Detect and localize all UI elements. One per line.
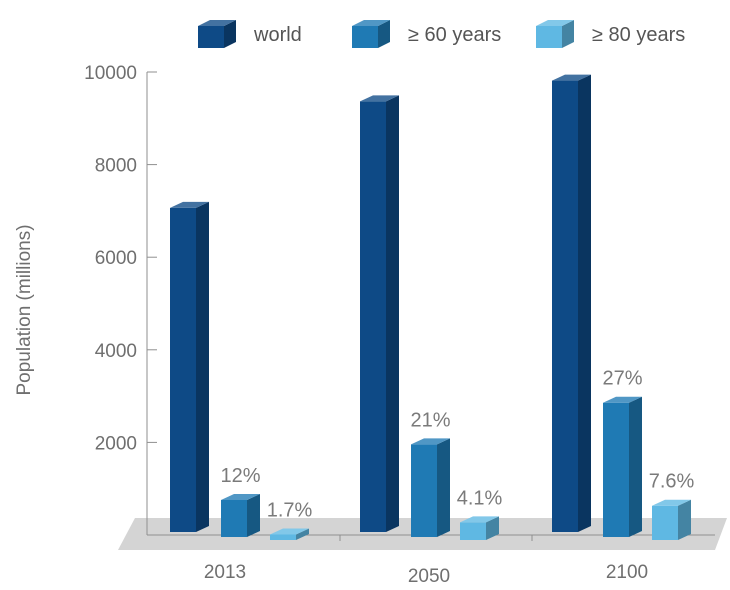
legend-item: ≥ 80 years bbox=[536, 20, 685, 48]
legend-swatch bbox=[536, 20, 574, 48]
y-tick-label: 4000 bbox=[95, 341, 137, 362]
bar-world-2013 bbox=[170, 201, 209, 532]
x-tick-label: 2100 bbox=[606, 562, 648, 583]
y-tick-label: 2000 bbox=[95, 433, 137, 454]
y-tick-label: 6000 bbox=[95, 248, 137, 269]
legend-swatch bbox=[352, 20, 390, 48]
bar-percentage-label: 4.1% bbox=[457, 487, 503, 509]
legend-item: ≥ 60 years bbox=[352, 20, 501, 48]
legend-label: ≥ 60 years bbox=[408, 24, 501, 46]
legend-swatch bbox=[198, 20, 236, 48]
x-ticks: 2013 2050 2100 bbox=[204, 535, 648, 587]
bar--80-years-2100 bbox=[652, 499, 691, 540]
bar--60-years-2100 bbox=[603, 396, 642, 537]
legend-item: world bbox=[198, 20, 302, 48]
y-ticks: 2000 4000 6000 8000 10000 bbox=[84, 63, 157, 454]
legend: world ≥ 60 years ≥ 80 years bbox=[198, 20, 685, 48]
bar--60-years-2050 bbox=[411, 438, 450, 537]
y-tick-label: 10000 bbox=[84, 63, 137, 84]
bar-world-2050 bbox=[360, 95, 399, 532]
bar--80-years-2050 bbox=[460, 516, 499, 540]
legend-label: ≥ 80 years bbox=[592, 24, 685, 46]
bar-labels: 12% 21% 27% 1.7% 4.1% 7.6% bbox=[220, 368, 694, 522]
y-axis-label: Population (millions) bbox=[14, 224, 35, 395]
bars bbox=[170, 74, 691, 540]
bar-percentage-label: 27% bbox=[602, 368, 642, 390]
legend-label: world bbox=[253, 24, 302, 46]
bar-world-2100 bbox=[552, 74, 591, 532]
bar--60-years-2013 bbox=[221, 493, 260, 537]
bar-percentage-label: 12% bbox=[220, 465, 260, 487]
bar--80-years-2013 bbox=[270, 528, 309, 540]
x-tick-label: 2050 bbox=[408, 566, 450, 587]
x-tick-label: 2013 bbox=[204, 562, 246, 583]
bar-percentage-label: 1.7% bbox=[267, 499, 313, 521]
y-tick-label: 8000 bbox=[95, 156, 137, 177]
bar-percentage-label: 7.6% bbox=[649, 471, 695, 493]
bar-percentage-label: 21% bbox=[410, 409, 450, 431]
